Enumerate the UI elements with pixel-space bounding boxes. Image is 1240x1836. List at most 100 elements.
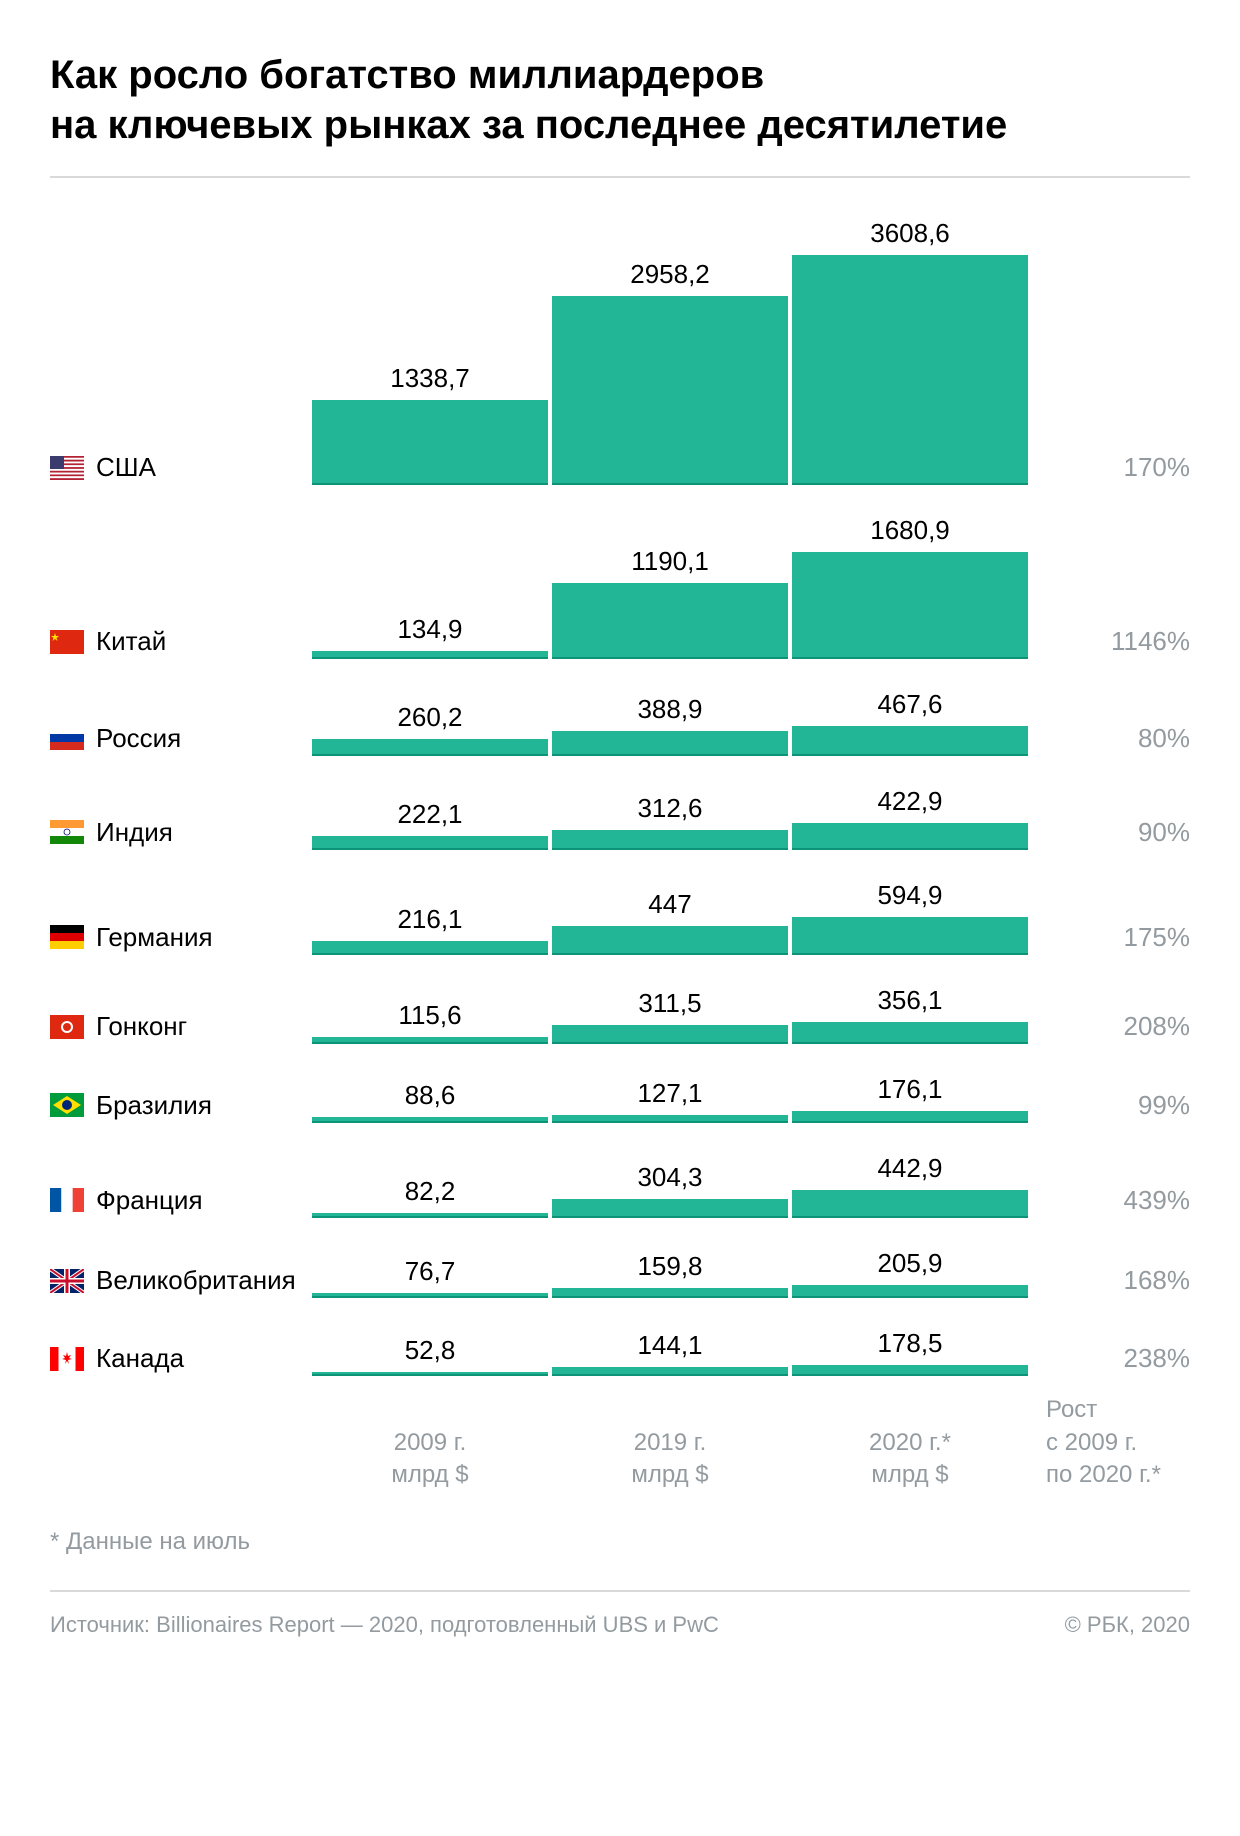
flag-icon — [50, 1347, 84, 1371]
bar-col: 178,5 — [790, 1328, 1030, 1376]
bar-col: 2958,2 — [550, 259, 790, 485]
column-footer: . 2009 г.млрд $ 2019 г.млрд $ 2020 г.*мл… — [50, 1394, 1190, 1491]
chart-row: США 1338,7 2958,23608,6170% — [50, 218, 1190, 485]
bar — [552, 1199, 788, 1218]
chart-row: Великобритания76,7159,8205,9168% — [50, 1248, 1190, 1298]
bar-value-label: 222,1 — [397, 799, 462, 830]
bar-col: 356,1 — [790, 985, 1030, 1045]
bar — [552, 583, 788, 659]
growth-value: 238% — [1030, 1343, 1190, 1376]
bar-col: 222,1 — [310, 799, 550, 850]
bar-col: 82,2 — [310, 1176, 550, 1218]
bar-value-label: 1338,7 — [390, 363, 470, 394]
bar — [552, 830, 788, 850]
bar-value-label: 176,1 — [877, 1074, 942, 1105]
bar — [312, 400, 548, 485]
bar-col: 134,9 — [310, 614, 550, 660]
bar — [312, 1037, 548, 1044]
country-cell: Великобритания — [50, 1265, 310, 1298]
country-cell: Китай — [50, 626, 310, 659]
chart-row: Германия216,1447594,9175% — [50, 880, 1190, 955]
flag-icon — [50, 925, 84, 949]
bar-col: 422,9 — [790, 786, 1030, 850]
bar — [312, 1213, 548, 1218]
bar — [552, 1025, 788, 1045]
growth-value: 1146% — [1030, 626, 1190, 659]
flag-icon — [50, 1269, 84, 1293]
bar-col: 304,3 — [550, 1162, 790, 1218]
bar-value-label: 82,2 — [405, 1176, 456, 1207]
bar-value-label: 115,6 — [398, 1000, 461, 1031]
country-name: Канада — [96, 1343, 184, 1374]
top-divider — [50, 176, 1190, 178]
country-name: Германия — [96, 922, 213, 953]
bar-value-label: 388,9 — [637, 694, 702, 725]
bar-value-label: 127,1 — [637, 1078, 702, 1109]
chart-row: Россия 260,2 388,9 467,680% — [50, 689, 1190, 756]
chart-row: Бразилия88,6127,1176,199% — [50, 1074, 1190, 1122]
bar-group: 1338,7 2958,23608,6 — [310, 218, 1030, 485]
bar-group: 82,2304,3442,9 — [310, 1153, 1030, 1218]
bar-value-label: 144,1 — [637, 1330, 702, 1361]
bar-group: 52,8144,1178,5 — [310, 1328, 1030, 1376]
bar-col: 176,1 — [790, 1074, 1030, 1122]
bar-value-label: 216,1 — [397, 904, 462, 935]
country-cell: Канада — [50, 1343, 310, 1376]
chart-row: Индия222,1312,6422,990% — [50, 786, 1190, 850]
country-name: Россия — [96, 723, 181, 754]
bar-col: 388,9 — [550, 694, 790, 756]
bar-value-label: 356,1 — [877, 985, 942, 1016]
bar — [792, 1111, 1028, 1122]
bar-value-label: 304,3 — [637, 1162, 702, 1193]
growth-value: 80% — [1030, 723, 1190, 756]
flag-icon — [50, 1015, 84, 1039]
bar-col: 127,1 — [550, 1078, 790, 1123]
bar — [312, 836, 548, 850]
chart-title: Как росло богатство миллиардеров на ключ… — [50, 50, 1190, 150]
footnote: * Данные на июль — [50, 1528, 1190, 1556]
flag-icon — [50, 820, 84, 844]
country-name: Гонконг — [96, 1011, 187, 1042]
bar-group: 134,9 1190,1 1680,9 — [310, 515, 1030, 659]
bar-group: 222,1 312,6 422,9 — [310, 786, 1030, 850]
bar — [312, 1293, 548, 1298]
bar-group: 260,2 388,9 467,6 — [310, 689, 1030, 756]
flag-icon — [50, 1093, 84, 1117]
bar-col: 1338,7 — [310, 363, 550, 485]
bar-col: 447 — [550, 889, 790, 954]
bar-value-label: 205,9 — [877, 1248, 942, 1279]
bar-value-label: 594,9 — [877, 880, 942, 911]
bar — [312, 1117, 548, 1123]
bar-value-label: 76,7 — [405, 1256, 456, 1287]
country-name: Индия — [96, 817, 173, 848]
bar-col: 1680,9 — [790, 515, 1030, 659]
country-cell: Россия — [50, 723, 310, 756]
bar-value-label: 260,2 — [397, 702, 462, 733]
bar-value-label: 134,9 — [397, 614, 462, 645]
country-cell: США — [50, 452, 310, 485]
flag-icon — [50, 1188, 84, 1212]
bar-col: 3608,6 — [790, 218, 1030, 485]
year-label-2009: 2009 г.млрд $ — [310, 1427, 550, 1492]
bar — [792, 917, 1028, 955]
bar-value-label: 1190,1 — [631, 546, 709, 577]
bar — [792, 552, 1028, 659]
bar-col: 216,1 — [310, 904, 550, 955]
growth-value: 170% — [1030, 452, 1190, 485]
bar-group: 216,1 447 594,9 — [310, 880, 1030, 955]
bar-value-label: 422,9 — [877, 786, 942, 817]
country-name: Великобритания — [96, 1265, 296, 1296]
bottom-divider — [50, 1590, 1190, 1592]
year-label-2020: 2020 г.*млрд $ — [790, 1427, 1030, 1492]
chart-row: Гонконг115,6311,5356,1208% — [50, 985, 1190, 1045]
growth-value: 439% — [1030, 1185, 1190, 1218]
source-row: Источник: Billionaires Report — 2020, по… — [50, 1612, 1190, 1638]
bar-value-label: 88,6 — [405, 1080, 456, 1111]
country-cell: Германия — [50, 922, 310, 955]
country-cell: Бразилия — [50, 1090, 310, 1123]
bar-col: 260,2 — [310, 702, 550, 756]
bar-col: 467,6 — [790, 689, 1030, 756]
bar-value-label: 311,5 — [638, 988, 701, 1019]
bar-col: 312,6 — [550, 793, 790, 850]
year-label-2019: 2019 г.млрд $ — [550, 1427, 790, 1492]
